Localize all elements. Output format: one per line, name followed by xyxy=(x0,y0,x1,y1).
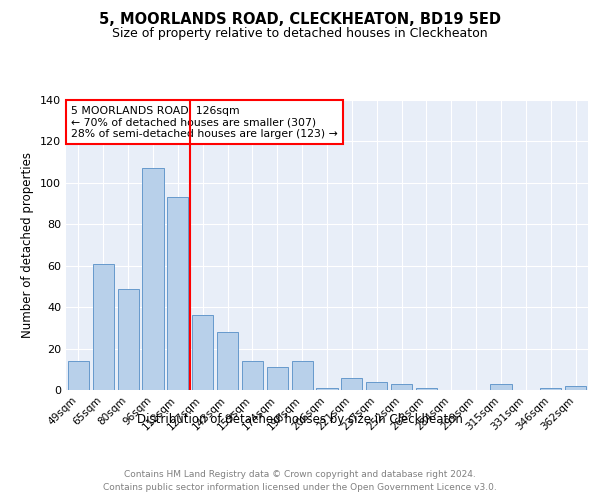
Bar xyxy=(316,388,338,390)
Bar xyxy=(118,288,139,390)
Bar xyxy=(93,264,114,390)
Text: Contains HM Land Registry data © Crown copyright and database right 2024.: Contains HM Land Registry data © Crown c… xyxy=(124,470,476,479)
Bar xyxy=(142,168,164,390)
Text: 5, MOORLANDS ROAD, CLECKHEATON, BD19 5ED: 5, MOORLANDS ROAD, CLECKHEATON, BD19 5ED xyxy=(99,12,501,28)
Bar xyxy=(565,386,586,390)
Bar xyxy=(292,361,313,390)
Text: 5 MOORLANDS ROAD: 126sqm
← 70% of detached houses are smaller (307)
28% of semi-: 5 MOORLANDS ROAD: 126sqm ← 70% of detach… xyxy=(71,106,338,139)
Bar xyxy=(416,388,437,390)
Text: Distribution of detached houses by size in Cleckheaton: Distribution of detached houses by size … xyxy=(137,412,463,426)
Bar xyxy=(540,388,561,390)
Bar xyxy=(341,378,362,390)
Bar xyxy=(242,361,263,390)
Bar xyxy=(267,367,288,390)
Bar xyxy=(366,382,387,390)
Text: Contains public sector information licensed under the Open Government Licence v3: Contains public sector information licen… xyxy=(103,484,497,492)
Text: Size of property relative to detached houses in Cleckheaton: Size of property relative to detached ho… xyxy=(112,28,488,40)
Bar xyxy=(192,316,213,390)
Bar xyxy=(68,361,89,390)
Y-axis label: Number of detached properties: Number of detached properties xyxy=(22,152,34,338)
Bar xyxy=(391,384,412,390)
Bar xyxy=(217,332,238,390)
Bar xyxy=(167,198,188,390)
Bar xyxy=(490,384,512,390)
